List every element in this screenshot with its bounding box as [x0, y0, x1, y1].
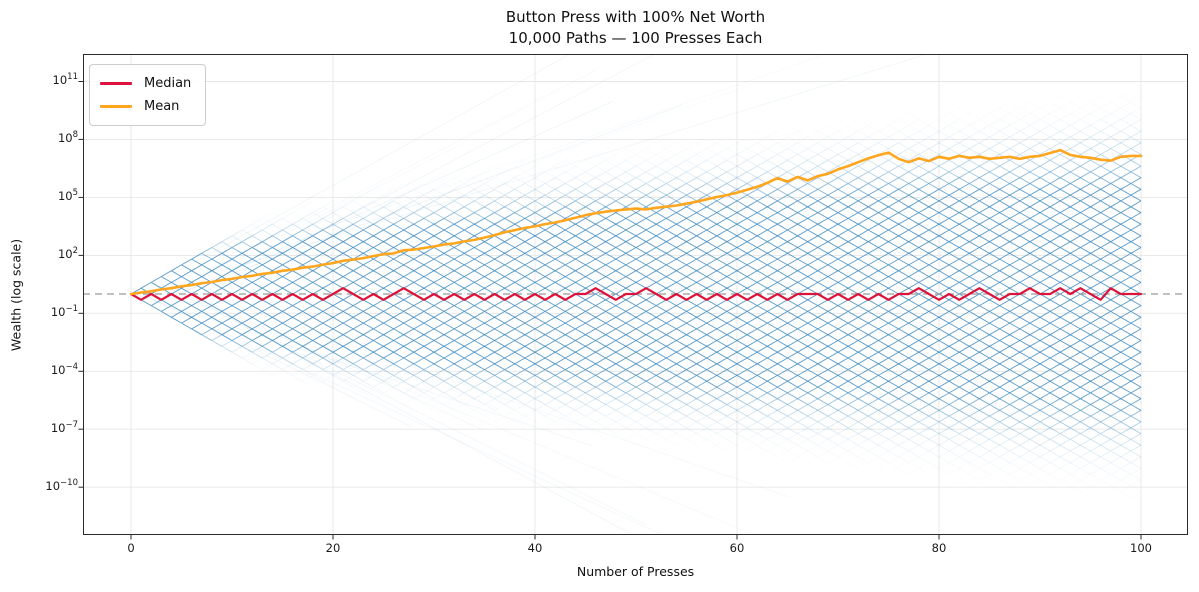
chart-title: Button Press with 100% Net Worth	[505, 8, 766, 26]
y-tick-label: 10−7	[50, 420, 78, 436]
legend-item-mean: Mean	[100, 95, 191, 118]
legend-item-median: Median	[100, 72, 191, 95]
x-tick-label: 40	[527, 541, 543, 555]
x-tick-label: 60	[729, 541, 745, 555]
y-tick-label: 10−10	[45, 478, 78, 494]
y-tick-label: 10−1	[50, 304, 78, 320]
x-tick-label: 0	[127, 541, 135, 555]
y-tick-label: 102	[57, 246, 78, 262]
y-tick-label: 108	[57, 130, 78, 146]
mean-line-swatch	[100, 105, 132, 108]
x-tick-label: 100	[1130, 541, 1152, 555]
x-axis-label: Number of Presses	[576, 564, 695, 579]
chart-subtitle: 10,000 Paths — 100 Presses Each	[508, 29, 763, 47]
median-line-swatch	[100, 82, 132, 85]
y-tick-label: 10−4	[50, 362, 78, 378]
legend-label-mean: Mean	[144, 99, 180, 114]
legend-label-median: Median	[144, 76, 192, 91]
x-tick-label: 80	[931, 541, 947, 555]
y-tick-label: 105	[57, 188, 78, 204]
legend: Median Mean	[89, 64, 207, 126]
y-tick-label: 1011	[52, 72, 78, 88]
x-tick-label: 20	[325, 541, 341, 555]
